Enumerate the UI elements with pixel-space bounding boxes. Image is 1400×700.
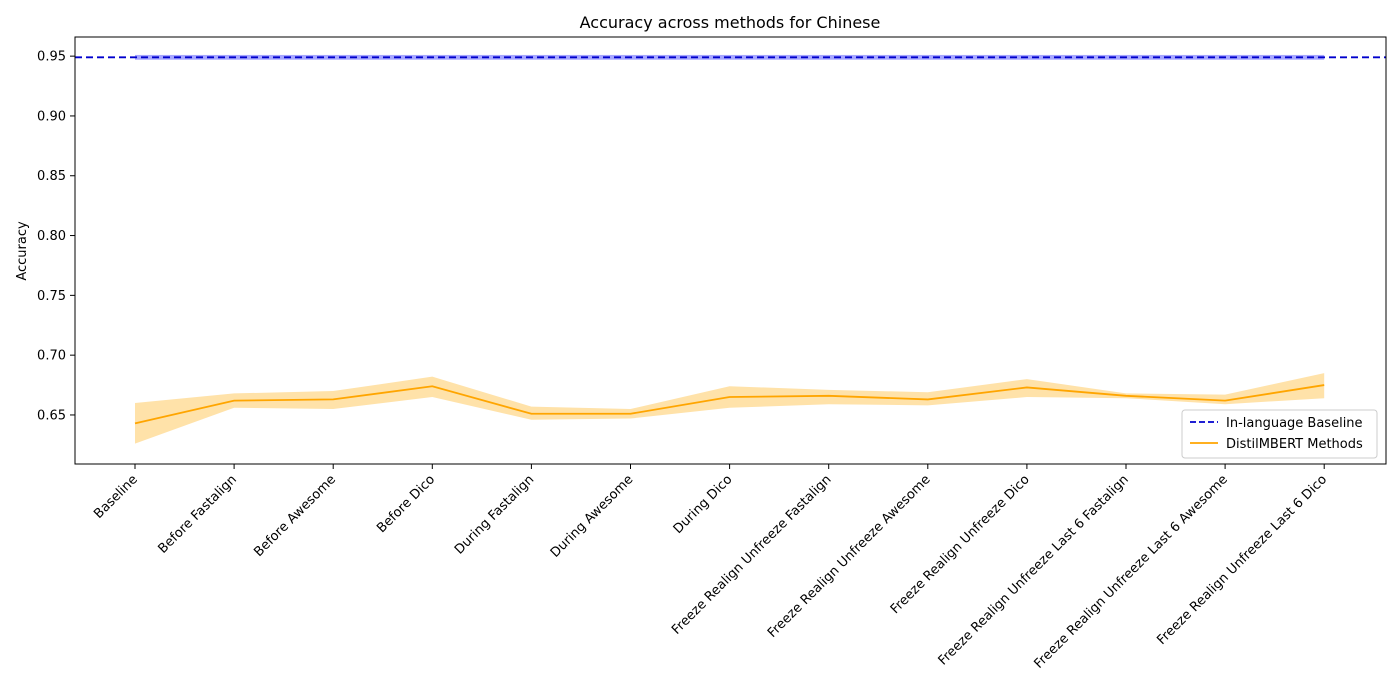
x-tick-label: Freeze Realign Unfreeze Last 6 Dico [1154,472,1330,648]
legend: In-language Baseline DistilMBERT Methods [1181,409,1378,459]
y-tick-label: 0.90 [37,109,66,124]
plot-area [75,54,1386,444]
legend-box [1181,409,1378,459]
y-tick-label: 0.80 [37,229,66,244]
x-tick-label: Freeze Realign Unfreeze Awesome [765,472,934,641]
x-tick-label: Before Fastalign [155,472,239,556]
plot-frame [74,36,1387,465]
x-tick-label: Baseline [91,472,141,522]
x-tick-label: During Fastalign [452,472,537,557]
legend-label-methods: DistilMBERT Methods [1226,437,1363,452]
axes: 0.65 0.70 0.75 0.80 0.85 0.90 0.95 Baseline Befo… [37,36,1387,672]
y-axis-label: Accuracy [15,221,30,281]
chart-title: Accuracy across methods for Chinese [580,13,881,32]
x-tick-label: During Dico [671,472,736,537]
series-line-methods [134,384,1325,425]
y-tick-label: 0.85 [37,169,66,184]
y-tick-label: 0.70 [37,349,66,364]
x-tick-label: During Awesome [548,472,637,561]
x-tick-label: Freeze Realign Unfreeze Fastalign [669,472,834,637]
legend-label-baseline: In-language Baseline [1226,416,1363,431]
x-tick-label: Before Dico [374,472,438,536]
x-tick-label: Freeze Realign Unfreeze Last 6 Awesome [1031,472,1231,672]
x-tick-label: Before Awesome [251,472,339,560]
methods-band [135,373,1325,444]
y-tick-label: 0.65 [37,408,66,423]
y-tick-label: 0.75 [37,289,66,304]
x-tick-label: Freeze Realign Unfreeze Last 6 Fastalign [936,472,1132,668]
y-tick-label: 0.95 [37,50,66,65]
